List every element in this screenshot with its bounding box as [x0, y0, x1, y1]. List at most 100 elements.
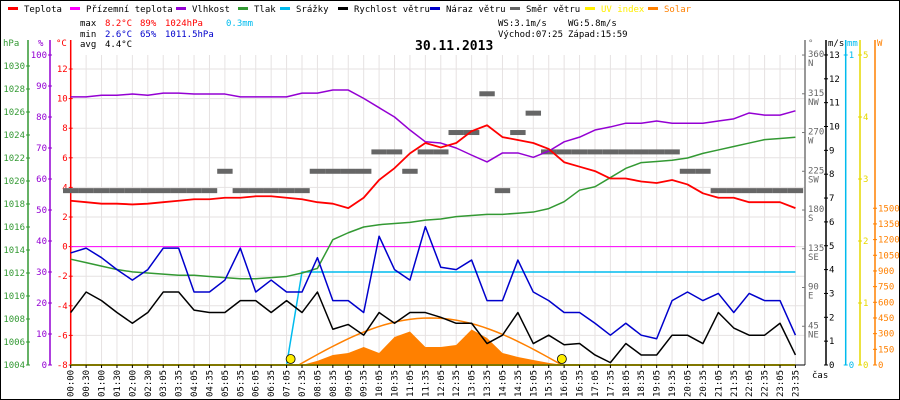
humidity-tick-label: 60: [36, 175, 47, 185]
x-tick-label: 00:30: [82, 370, 92, 397]
wind-direction-mark: [294, 188, 310, 194]
direction-compass-label: N: [808, 59, 813, 69]
direction-tick-label: 315: [808, 89, 824, 99]
wind-direction-mark: [510, 130, 526, 136]
direction-compass-label: W: [808, 137, 814, 147]
chart-title: 30.11.2013: [415, 39, 493, 54]
legend-item: Vlhkost: [176, 5, 230, 15]
legend-label: Srážky: [296, 5, 329, 15]
x-tick-label: 14:05: [498, 370, 508, 397]
direction-tick-label: 45: [808, 321, 819, 331]
x-tick-label: 15:35: [545, 370, 555, 397]
wind-tick-label: 1: [829, 337, 834, 347]
wind-direction-mark: [263, 188, 279, 194]
legend-label: Tlak: [254, 5, 276, 15]
wind-direction-mark: [587, 149, 603, 155]
wind-tick-label: 6: [829, 218, 834, 228]
wind-tick-label: 12: [829, 75, 840, 85]
pressure-tick-label: 1028: [3, 85, 25, 95]
legend-label: Teplota: [24, 5, 62, 15]
solar-tick-label: 450: [878, 314, 894, 324]
pressure-line: [70, 136, 796, 280]
wind-direction-mark: [278, 188, 295, 194]
wind-direction-mark: [109, 188, 125, 194]
uv-axis: 0 1 2 3 4 5: [858, 40, 868, 371]
axes: hPa1004100610081010101210141016101810201…: [3, 39, 900, 371]
x-tick-label: 11:35: [421, 370, 431, 397]
x-tick-label: 01:00: [98, 370, 108, 397]
legend-swatch: [430, 7, 440, 10]
wind-direction-mark: [726, 188, 742, 194]
x-tick-label: 12:05: [437, 370, 447, 397]
wind-direction-mark: [124, 188, 141, 194]
humidity-tick-label: 50: [36, 206, 47, 216]
solar-tick-label: 1200: [878, 236, 900, 246]
wind-direction-mark: [710, 188, 727, 194]
wind-tick-label: 2: [829, 313, 834, 323]
pressure-tick-label: 1022: [3, 154, 25, 164]
humidity-tick-label: 70: [36, 144, 47, 154]
x-tick-label: 22:35: [761, 370, 771, 397]
legend-label: UV index: [601, 5, 645, 15]
plot-area: [70, 55, 805, 365]
wind-direction-mark: [325, 168, 341, 174]
sunset-marker: [556, 354, 567, 364]
x-tick-label: 21:05: [714, 370, 724, 397]
temperature-line: [70, 124, 796, 210]
solar-tick-label: 1500: [878, 204, 900, 214]
wind-direction-mark: [448, 130, 464, 136]
x-tick-label: 20:35: [699, 370, 709, 397]
x-tick-label: 15:05: [529, 370, 539, 397]
uv-tick-label: 3: [863, 175, 868, 185]
temperature-tick-label: 12: [57, 65, 68, 75]
x-tick-label: 23:35: [791, 370, 801, 397]
direction-compass-label: SW: [808, 175, 819, 185]
wind-direction-mark: [201, 188, 218, 194]
wind-direction-mark: [756, 188, 773, 194]
solar-tick-label: 900: [878, 267, 894, 277]
wind-direction-mark: [417, 149, 434, 155]
sunrise-time: Východ:07:25: [498, 30, 563, 40]
pressure-tick-label: 1018: [3, 200, 25, 210]
x-tick-label: 04:35: [205, 370, 215, 397]
x-tick-label: 19:05: [653, 370, 663, 397]
humidity-tick-label: 30: [36, 268, 47, 278]
wind-direction-mark: [433, 149, 449, 155]
solar-tick-label: 1350: [878, 220, 900, 230]
legend-swatch: [8, 7, 18, 10]
legend-item: Náraz větru: [430, 5, 506, 15]
wind-tick-label: 10: [829, 123, 840, 133]
legend-label: Náraz větru: [446, 5, 506, 15]
uv-tick-label: 5: [863, 51, 868, 61]
uv-tick-label: 0: [863, 361, 868, 371]
temperature-tick-label: -8: [57, 361, 68, 371]
x-tick-label: 05:05: [221, 370, 231, 397]
legend-item: Přízemní teplota: [70, 5, 173, 15]
x-tick-label: 08:35: [329, 370, 339, 397]
direction-tick-label: 180: [808, 205, 824, 215]
humidity-tick-label: 10: [36, 330, 47, 340]
legend-item: Srážky: [280, 5, 329, 15]
max-temp: 8.2°C: [105, 19, 132, 29]
x-tick-label: 08:05: [313, 370, 323, 397]
x-tick-label: 01:30: [113, 370, 123, 397]
solar-tick-label: 0: [878, 361, 883, 371]
pressure-tick-label: 1020: [3, 177, 25, 187]
wind-direction-mark: [571, 149, 588, 155]
wind-direction-mark: [402, 168, 418, 174]
temperature-tick-label: -2: [57, 272, 68, 282]
x-tick-label: 12:35: [452, 370, 462, 397]
wind-speed-avg: WS:3.1m/s: [498, 19, 547, 29]
pressure-tick-label: 1014: [3, 246, 25, 256]
wind-direction-mark: [679, 168, 696, 174]
direction-axis-unit: °: [808, 39, 813, 49]
wind-direction-mark: [787, 188, 804, 194]
humidity-line: [70, 89, 796, 163]
legend-item: Teplota: [8, 5, 62, 15]
pressure-tick-label: 1004: [3, 361, 25, 371]
wind-tick-label: 11: [829, 99, 840, 109]
wind-direction-mark: [494, 188, 511, 194]
legend-item: Solar: [648, 5, 692, 15]
